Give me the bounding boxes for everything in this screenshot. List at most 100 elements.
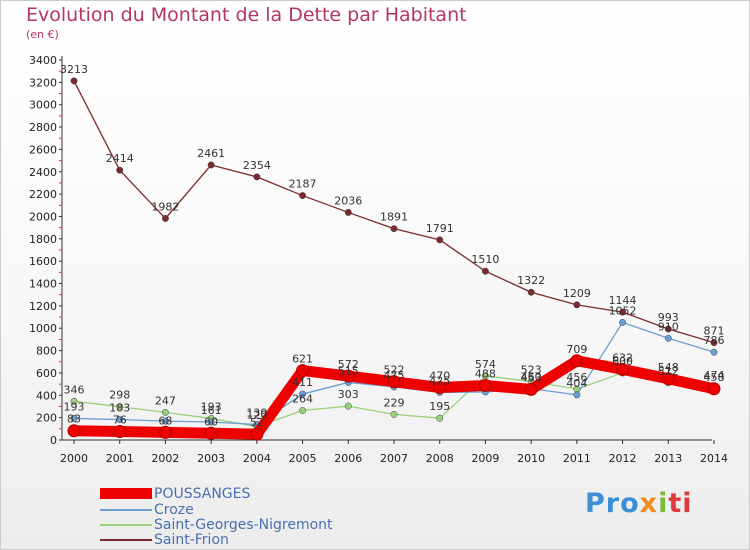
proxiti-logo: Proxiti <box>585 488 693 519</box>
data-point <box>707 382 721 396</box>
data-point <box>70 414 78 422</box>
data-label: 2461 <box>197 147 225 160</box>
data-point <box>524 382 538 396</box>
data-label: 411 <box>292 376 313 389</box>
data-label: 1322 <box>517 274 545 287</box>
data-label: 183 <box>109 402 130 415</box>
data-label: 346 <box>64 383 85 396</box>
data-point <box>299 192 307 200</box>
legend-label: Saint-Frion <box>154 531 229 548</box>
data-point <box>161 408 169 416</box>
data-point <box>710 339 718 347</box>
data-label: 488 <box>475 367 496 380</box>
data-label: 161 <box>201 404 222 417</box>
legend-swatch <box>100 538 152 541</box>
data-point <box>616 362 630 376</box>
data-point <box>296 364 310 378</box>
data-label: 120 <box>246 409 267 422</box>
data-label: 632 <box>612 351 633 364</box>
x-tick-label: 2003 <box>197 452 225 465</box>
data-point <box>344 208 352 216</box>
data-point <box>436 236 444 244</box>
data-point <box>70 77 78 85</box>
data-label: 229 <box>384 396 405 409</box>
data-point <box>481 267 489 275</box>
data-point <box>299 390 307 398</box>
data-label: 1144 <box>609 294 637 307</box>
data-label: 458 <box>704 371 725 384</box>
y-tick-label: 2000 <box>29 210 57 223</box>
data-label: 2036 <box>334 194 362 207</box>
data-point <box>390 225 398 233</box>
data-point <box>387 375 401 389</box>
y-tick-label: 800 <box>36 345 57 358</box>
data-label: 621 <box>292 353 313 366</box>
data-label: 456 <box>566 371 587 384</box>
x-tick-label: 2013 <box>654 452 682 465</box>
legend-swatch <box>100 523 152 526</box>
data-label: 523 <box>521 364 542 377</box>
legend-item: Croze <box>100 502 194 518</box>
y-tick-label: 2400 <box>29 166 57 179</box>
data-point <box>573 301 581 309</box>
x-tick-label: 2000 <box>60 452 88 465</box>
logo-part: x <box>639 488 659 519</box>
x-tick-label: 2004 <box>243 452 271 465</box>
data-label: 993 <box>658 311 679 324</box>
data-label: 910 <box>658 320 679 333</box>
data-label: 1982 <box>151 200 179 213</box>
x-tick-label: 2011 <box>563 452 591 465</box>
data-point <box>664 325 672 333</box>
y-tick-label: 200 <box>36 412 57 425</box>
data-label: 709 <box>566 343 587 356</box>
x-tick-label: 2005 <box>289 452 317 465</box>
data-label: 460 <box>521 371 542 384</box>
data-point <box>299 407 307 414</box>
data-point <box>570 354 584 368</box>
data-label: 1209 <box>563 287 591 300</box>
chart-unit-label: (en €) <box>26 28 59 41</box>
legend-swatch <box>100 488 152 499</box>
y-tick-label: 3400 <box>29 54 57 67</box>
data-label: 2354 <box>243 159 271 172</box>
data-label: 474 <box>704 369 725 382</box>
legend-item: POUSSANGES <box>100 485 251 502</box>
data-point <box>341 369 355 383</box>
x-tick-label: 2008 <box>426 452 454 465</box>
data-label: 871 <box>704 325 725 338</box>
logo-part: Pro <box>585 488 640 519</box>
x-tick-label: 2001 <box>106 452 134 465</box>
data-point <box>436 414 444 422</box>
data-point <box>619 308 627 316</box>
data-label: 548 <box>658 361 679 374</box>
data-point <box>710 348 718 356</box>
legend-label: Saint-Georges-Nigremont <box>154 516 333 533</box>
data-point <box>158 425 172 439</box>
data-label: 1052 <box>609 304 637 317</box>
data-label: 195 <box>429 400 450 413</box>
data-label: 247 <box>155 394 176 407</box>
x-tick-label: 2012 <box>609 452 637 465</box>
data-point <box>664 334 672 342</box>
data-label: 298 <box>109 389 130 402</box>
data-label: 303 <box>338 388 359 401</box>
data-point <box>253 173 261 181</box>
legend-label: POUSSANGES <box>154 485 251 502</box>
data-label: 83 <box>67 413 81 426</box>
data-point <box>619 318 627 326</box>
y-tick-label: 0 <box>50 434 57 447</box>
logo-part: i <box>658 488 669 519</box>
data-label: 3213 <box>60 63 88 76</box>
data-point <box>573 391 581 399</box>
data-label: 52 <box>250 416 264 429</box>
data-point <box>116 416 124 423</box>
data-point <box>478 378 492 392</box>
data-label: 425 <box>429 375 450 388</box>
y-tick-label: 2800 <box>29 121 57 134</box>
legend-item: Saint-Georges-Nigremont <box>100 516 333 533</box>
data-point <box>527 288 535 296</box>
logo-part: ti <box>668 488 693 519</box>
data-label: 2414 <box>106 152 134 165</box>
data-point <box>116 403 124 411</box>
